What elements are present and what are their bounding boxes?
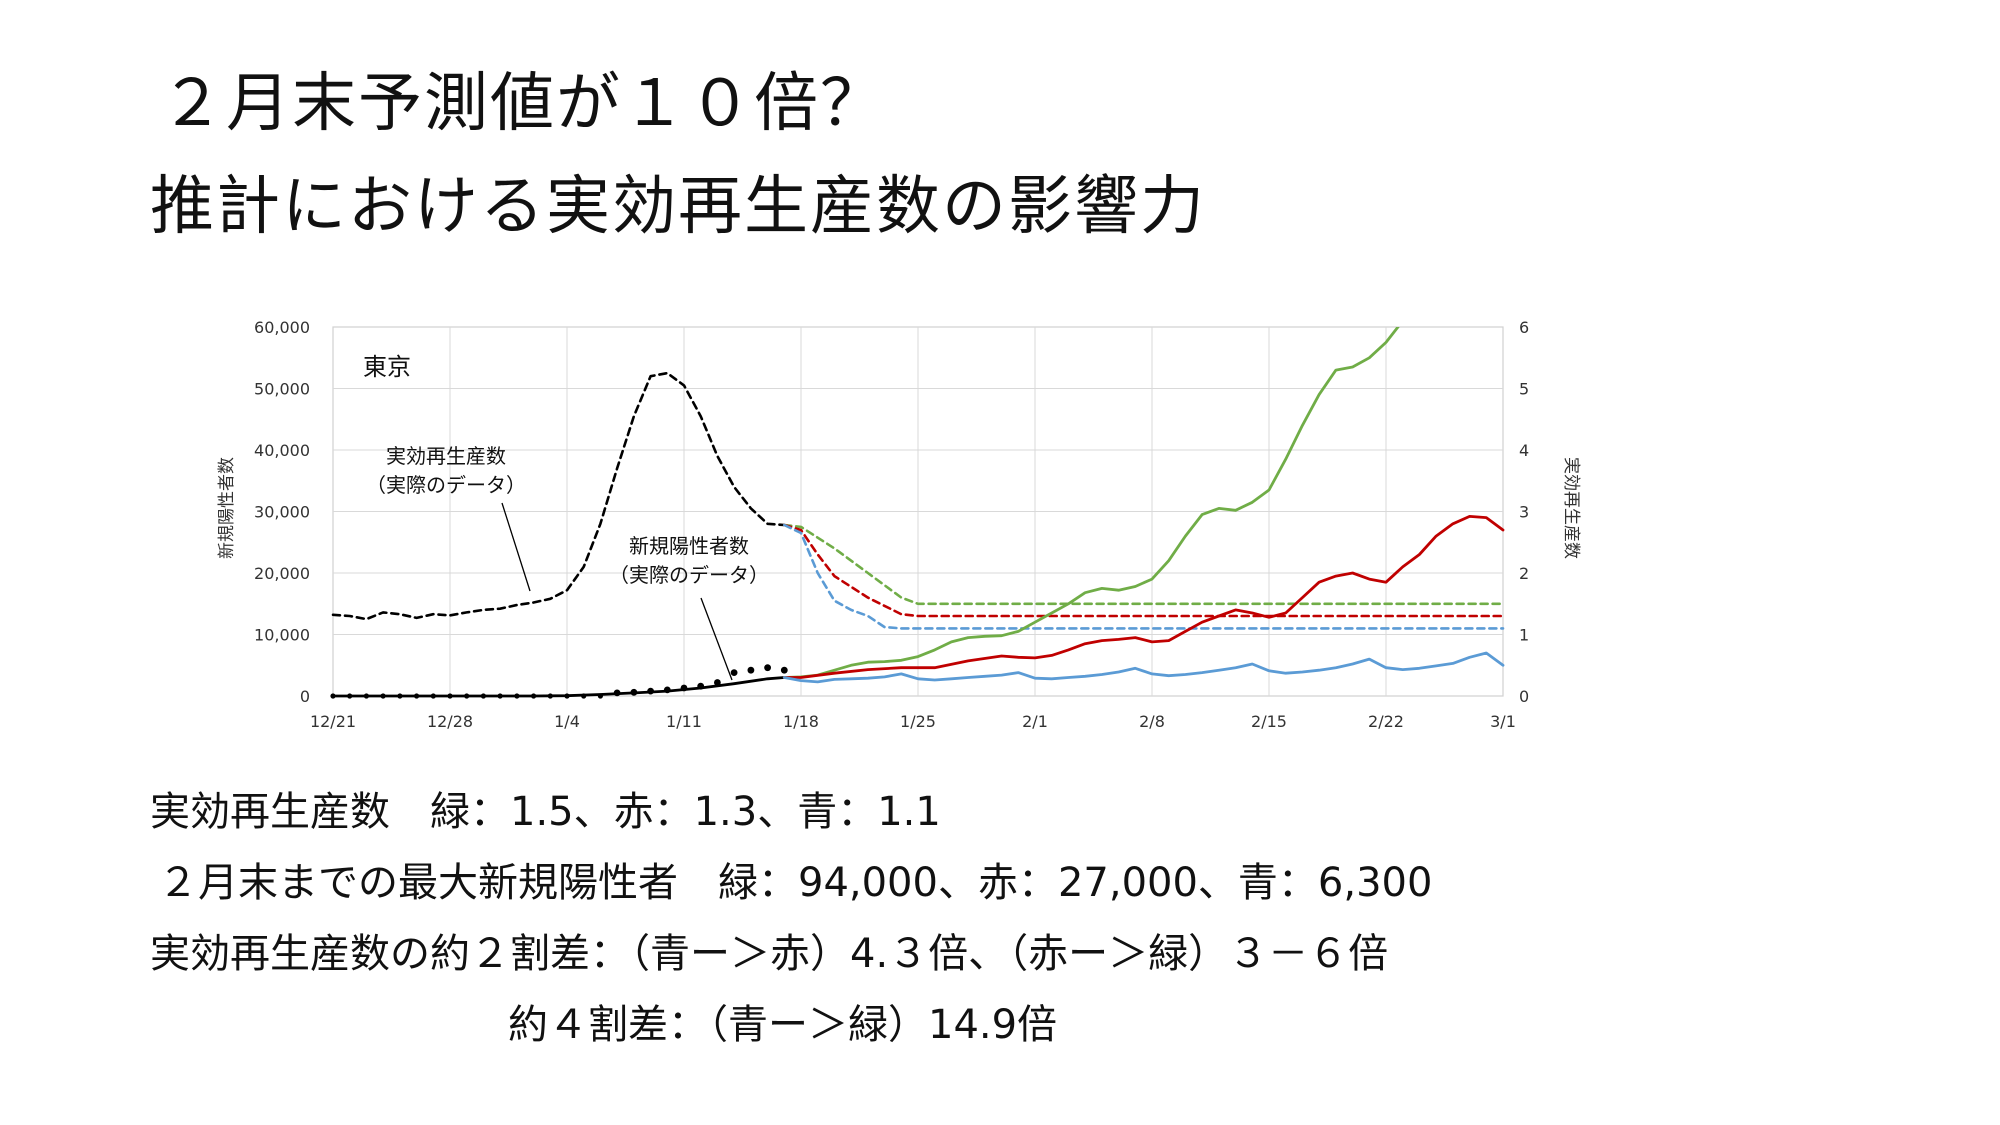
series-5-line <box>331 676 786 698</box>
chart-axes: 010,00020,00030,00040,00050,00060,000012… <box>254 318 1529 731</box>
summary-line-1: 実効再生産数 緑：1.5、赤：1.3、青：1.1 <box>150 789 941 835</box>
annotation-cases-line2: （実際のデータ） <box>609 563 769 587</box>
chart-series <box>330 327 1505 699</box>
title-line-2: 推計における実効再生産数の影響力 <box>150 170 1206 244</box>
chart: 010,00020,00030,00040,00050,00060,000012… <box>217 318 1581 731</box>
annotation-cases: 新規陽性者数 （実際のデータ） <box>609 534 769 681</box>
series-4-point <box>764 664 771 672</box>
y2-tick-label: 1 <box>1519 626 1529 645</box>
x-tick-label: 2/8 <box>1139 712 1165 731</box>
y2-tick-label: 2 <box>1519 564 1529 583</box>
series-4-point <box>714 679 721 686</box>
annotation-rt-line2: （実際のデータ） <box>366 473 526 497</box>
y-tick-label: 20,000 <box>254 564 310 583</box>
x-tick-label: 12/28 <box>427 712 473 731</box>
x-tick-label: 1/4 <box>554 712 580 731</box>
series-7-line <box>782 515 1505 679</box>
series-0-line <box>331 371 786 621</box>
x-tick-label: 1/18 <box>783 712 819 731</box>
summary-line-4: 約４割差：（青ー＞緑）14.9倍 <box>508 1002 1058 1048</box>
summary-line-2: ２月末までの最大新規陽性者 緑：94,000、赤：27,000、青：6,300 <box>158 860 1433 906</box>
x-tick-label: 2/1 <box>1022 712 1048 731</box>
x-tick-label: 2/15 <box>1251 712 1287 731</box>
annotation-cases-leader <box>700 597 733 681</box>
chart-title: 東京 <box>363 353 411 381</box>
title-line-1: ２月末予測値が１０倍？ <box>160 67 886 141</box>
annotation-rt-line1: 実効再生産数 <box>386 444 506 468</box>
y-axis-label: 新規陽性者数 <box>217 457 237 559</box>
y-tick-label: 40,000 <box>254 441 310 460</box>
x-tick-label: 12/21 <box>310 712 356 731</box>
series-1-line <box>783 523 1505 606</box>
x-tick-label: 3/1 <box>1490 712 1516 731</box>
y2-tick-label: 5 <box>1519 380 1529 399</box>
y2-axis-label: 実効再生産数 <box>1561 457 1581 559</box>
series-4-point <box>730 669 738 676</box>
series-6-line <box>782 327 1400 679</box>
series-4-point <box>747 666 755 674</box>
x-tick-label: 1/11 <box>666 712 702 731</box>
y-tick-label: 30,000 <box>254 503 310 522</box>
x-tick-label: 2/22 <box>1368 712 1404 731</box>
series-8-line <box>782 651 1505 684</box>
annotation-rt-leader <box>501 502 531 592</box>
y-tick-label: 60,000 <box>254 318 310 337</box>
annotation-cases-line1: 新規陽性者数 <box>629 534 749 558</box>
y-tick-label: 50,000 <box>254 380 310 399</box>
y-tick-label: 0 <box>300 687 310 706</box>
x-tick-label: 1/25 <box>900 712 936 731</box>
y2-tick-label: 0 <box>1519 687 1529 706</box>
y2-tick-label: 6 <box>1519 318 1529 337</box>
y2-tick-label: 4 <box>1519 441 1529 460</box>
y2-tick-label: 3 <box>1519 503 1529 522</box>
chart-grid <box>332 326 1504 697</box>
series-4-point <box>780 666 788 674</box>
series-2-line <box>783 523 1505 618</box>
y-tick-label: 10,000 <box>254 626 310 645</box>
series-3-line <box>783 523 1505 630</box>
annotation-rt: 実効再生産数 （実際のデータ） <box>366 444 531 592</box>
summary-line-3: 実効再生産数の約２割差：（青ー＞赤）4.３倍、（赤ー＞緑）３－６倍 <box>150 931 1389 977</box>
